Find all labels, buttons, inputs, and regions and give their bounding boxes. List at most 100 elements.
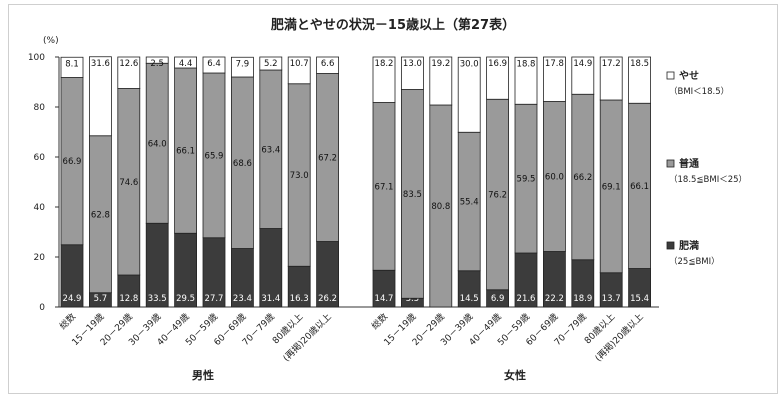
data-label-yase: 4.4 — [179, 59, 193, 69]
data-label-himan: 13.7 — [602, 294, 621, 304]
bar-segment-yase — [230, 56, 254, 78]
data-label-futsu: 73.0 — [290, 171, 309, 181]
data-label-himan: 16.3 — [290, 294, 309, 304]
group-label: 男性 — [192, 368, 214, 382]
bar-segment-yase — [60, 56, 84, 78]
chart-title: 肥満とやせの状況－15歳以上（第27表） — [271, 17, 515, 33]
bar-segment-yase — [571, 56, 595, 95]
data-label-yase: 13.0 — [403, 59, 422, 69]
legend-swatch-futsu — [666, 159, 675, 168]
data-label-himan: 33.5 — [148, 294, 167, 304]
data-label-yase: 31.6 — [91, 59, 110, 69]
data-label-himan: 23.4 — [233, 294, 252, 304]
data-label-futsu: 65.9 — [205, 151, 224, 161]
data-label-futsu: 62.8 — [91, 210, 110, 220]
legend-name-futsu: 普通 — [679, 157, 699, 170]
bar-segment-yase — [400, 56, 424, 90]
bar-segment-yase — [145, 56, 169, 64]
data-label-himan: 31.4 — [261, 294, 280, 304]
legend-note-yase: （BMI＜18.5） — [669, 86, 729, 97]
data-label-futsu: 80.8 — [431, 202, 450, 212]
category-label: (再掲)20歳以上 — [280, 311, 333, 364]
data-label-yase: 5.2 — [264, 59, 278, 69]
data-label-futsu: 69.1 — [602, 182, 621, 192]
bar-segment-yase — [174, 56, 198, 69]
legend-note-himan: （25≦BMI） — [669, 256, 720, 267]
category-label: 総数 — [369, 311, 390, 332]
bar-segment-yase — [89, 56, 112, 137]
data-label-yase: 12.6 — [119, 59, 138, 69]
data-label-futsu: 74.6 — [119, 178, 138, 188]
legend-note-futsu: （18.5≦BMI＜25） — [669, 174, 747, 185]
y-tick-label: 100 — [28, 53, 45, 63]
legend-name-yase: やせ — [679, 70, 699, 82]
bar-segment-yase — [287, 56, 311, 85]
data-label-futsu: 67.2 — [318, 154, 337, 164]
data-label-yase: 18.5 — [630, 59, 649, 69]
data-label-futsu: 66.2 — [573, 173, 592, 183]
bar-segment-yase — [259, 56, 283, 71]
bar-segment-yase — [372, 56, 396, 103]
data-label-himan: 6.9 — [491, 294, 505, 304]
data-label-futsu: 59.5 — [517, 175, 536, 185]
group-label: 女性 — [504, 368, 526, 382]
bar-segment-yase — [599, 56, 623, 101]
y-tick-label: 0 — [39, 303, 45, 313]
data-label-himan: 21.6 — [517, 294, 536, 304]
data-label-yase: 17.2 — [602, 59, 621, 69]
stacked-bar-chart: 肥満とやせの状況－15歳以上（第27表） (%) 0 20 40 60 80 100 総数 1… — [28, 17, 747, 382]
data-label-himan: 12.8 — [119, 294, 138, 304]
legend-name-himan: 肥満 — [679, 239, 699, 252]
data-label-futsu: 66.1 — [176, 147, 195, 157]
bar-segment-yase — [117, 56, 141, 89]
data-label-himan: 5.7 — [94, 294, 108, 304]
data-label-yase: 30.0 — [460, 59, 479, 69]
data-label-himan: 14.5 — [460, 294, 479, 304]
data-label-yase: 7.9 — [236, 59, 250, 69]
data-label-himan: 22.2 — [545, 294, 564, 304]
bar-segment-yase — [316, 56, 340, 74]
y-tick-label: 80 — [34, 103, 46, 113]
data-label-himan: 14.7 — [375, 294, 394, 304]
data-label-yase: 10.7 — [290, 59, 309, 69]
data-label-yase: 14.9 — [573, 59, 592, 69]
data-label-himan: 15.4 — [630, 294, 649, 304]
data-label-yase: 18.8 — [517, 59, 536, 69]
bar-segment-yase — [543, 56, 566, 102]
data-label-futsu: 63.4 — [261, 145, 280, 155]
data-label-himan: 26.2 — [318, 294, 337, 304]
data-label-yase: 8.1 — [65, 59, 79, 69]
data-label-yase: 17.8 — [545, 59, 564, 69]
data-label-futsu: 67.1 — [375, 182, 394, 192]
bar-segment-yase — [486, 56, 510, 100]
legend-swatch-himan — [666, 241, 675, 250]
y-tick-label: 20 — [34, 253, 46, 263]
data-label-futsu: 66.9 — [63, 157, 82, 167]
data-label-futsu: 83.5 — [403, 190, 422, 200]
data-label-himan: 27.7 — [205, 294, 224, 304]
data-label-himan: 18.9 — [573, 294, 592, 304]
data-label-futsu: 66.1 — [630, 182, 649, 192]
y-tick-label: 40 — [34, 203, 46, 213]
data-label-futsu: 68.6 — [233, 159, 252, 169]
data-label-yase: 2.5 — [150, 59, 164, 69]
legend-swatch-yase — [666, 71, 675, 80]
bar-segment-yase — [202, 56, 226, 74]
bar-segment-yase — [628, 56, 651, 104]
data-label-himan: 3.5 — [406, 294, 420, 304]
data-label-yase: 6.6 — [321, 59, 335, 69]
bar-segment-yase — [514, 56, 538, 105]
category-label: (再掲)20歳以上 — [592, 311, 645, 364]
data-label-yase: 19.2 — [431, 59, 450, 69]
data-label-futsu: 64.0 — [148, 139, 167, 149]
data-label-yase: 6.4 — [207, 59, 221, 69]
y-axis-unit: (%) — [43, 36, 59, 46]
bar-segment-yase — [457, 56, 481, 133]
data-label-himan: 24.9 — [63, 294, 82, 304]
data-label-himan: 29.5 — [176, 294, 195, 304]
category-label: 総数 — [57, 311, 78, 332]
data-label-yase: 18.2 — [375, 59, 394, 69]
bar-segment-yase — [429, 56, 453, 106]
data-label-yase: 16.9 — [488, 59, 507, 69]
data-label-futsu: 55.4 — [460, 198, 479, 208]
